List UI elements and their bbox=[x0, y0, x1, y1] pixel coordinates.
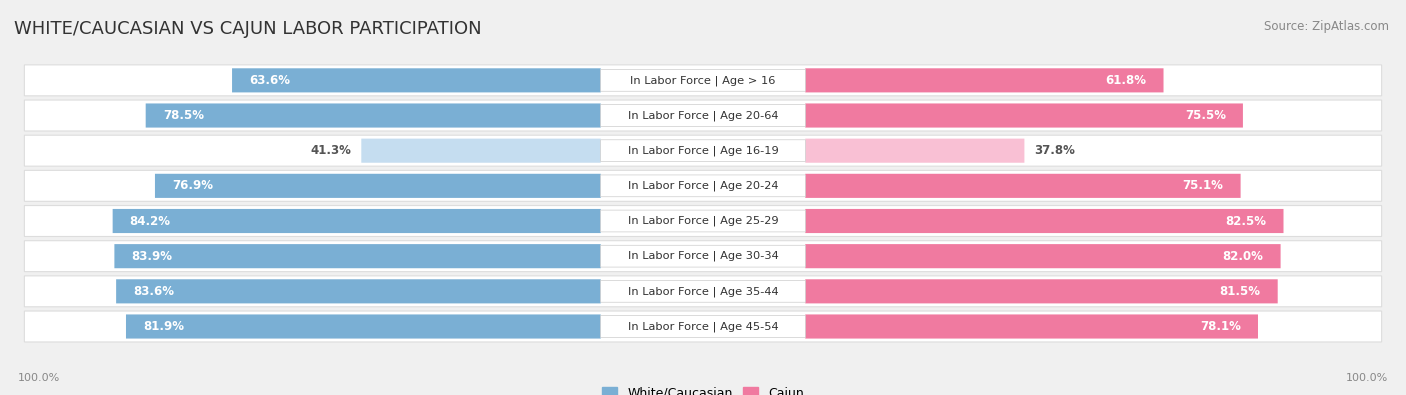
FancyBboxPatch shape bbox=[600, 105, 806, 126]
Text: 75.5%: 75.5% bbox=[1185, 109, 1226, 122]
Text: In Labor Force | Age 30-34: In Labor Force | Age 30-34 bbox=[627, 251, 779, 261]
Text: In Labor Force | Age > 16: In Labor Force | Age > 16 bbox=[630, 75, 776, 86]
FancyBboxPatch shape bbox=[24, 276, 1382, 307]
FancyBboxPatch shape bbox=[600, 70, 806, 91]
Text: 63.6%: 63.6% bbox=[249, 74, 290, 87]
FancyBboxPatch shape bbox=[806, 279, 1278, 303]
Text: Source: ZipAtlas.com: Source: ZipAtlas.com bbox=[1264, 20, 1389, 33]
FancyBboxPatch shape bbox=[24, 65, 1382, 96]
FancyBboxPatch shape bbox=[155, 174, 600, 198]
FancyBboxPatch shape bbox=[600, 245, 806, 267]
Text: In Labor Force | Age 20-24: In Labor Force | Age 20-24 bbox=[627, 181, 779, 191]
Text: 81.9%: 81.9% bbox=[143, 320, 184, 333]
Text: 81.5%: 81.5% bbox=[1219, 285, 1261, 298]
FancyBboxPatch shape bbox=[24, 135, 1382, 166]
Text: 75.1%: 75.1% bbox=[1182, 179, 1223, 192]
Text: In Labor Force | Age 16-19: In Labor Force | Age 16-19 bbox=[627, 145, 779, 156]
FancyBboxPatch shape bbox=[112, 209, 600, 233]
FancyBboxPatch shape bbox=[117, 279, 600, 303]
FancyBboxPatch shape bbox=[361, 139, 600, 163]
Text: 82.5%: 82.5% bbox=[1226, 214, 1267, 228]
FancyBboxPatch shape bbox=[600, 140, 806, 162]
FancyBboxPatch shape bbox=[806, 103, 1243, 128]
FancyBboxPatch shape bbox=[600, 316, 806, 337]
FancyBboxPatch shape bbox=[24, 241, 1382, 272]
Text: In Labor Force | Age 45-54: In Labor Force | Age 45-54 bbox=[627, 321, 779, 332]
FancyBboxPatch shape bbox=[600, 210, 806, 232]
Legend: White/Caucasian, Cajun: White/Caucasian, Cajun bbox=[598, 382, 808, 395]
Text: In Labor Force | Age 20-64: In Labor Force | Age 20-64 bbox=[627, 110, 779, 121]
Text: 78.5%: 78.5% bbox=[163, 109, 204, 122]
Text: WHITE/CAUCASIAN VS CAJUN LABOR PARTICIPATION: WHITE/CAUCASIAN VS CAJUN LABOR PARTICIPA… bbox=[14, 20, 482, 38]
Text: 82.0%: 82.0% bbox=[1223, 250, 1264, 263]
FancyBboxPatch shape bbox=[806, 244, 1281, 268]
FancyBboxPatch shape bbox=[146, 103, 600, 128]
Text: 83.9%: 83.9% bbox=[131, 250, 173, 263]
Text: 78.1%: 78.1% bbox=[1201, 320, 1241, 333]
FancyBboxPatch shape bbox=[24, 311, 1382, 342]
FancyBboxPatch shape bbox=[806, 314, 1258, 339]
Text: 61.8%: 61.8% bbox=[1105, 74, 1146, 87]
FancyBboxPatch shape bbox=[24, 100, 1382, 131]
Text: 76.9%: 76.9% bbox=[172, 179, 214, 192]
FancyBboxPatch shape bbox=[127, 314, 600, 339]
FancyBboxPatch shape bbox=[806, 209, 1284, 233]
Text: 41.3%: 41.3% bbox=[311, 144, 352, 157]
FancyBboxPatch shape bbox=[806, 139, 1025, 163]
Text: 100.0%: 100.0% bbox=[1346, 373, 1388, 383]
FancyBboxPatch shape bbox=[600, 280, 806, 302]
Text: 37.8%: 37.8% bbox=[1035, 144, 1076, 157]
Text: 83.6%: 83.6% bbox=[134, 285, 174, 298]
FancyBboxPatch shape bbox=[232, 68, 600, 92]
FancyBboxPatch shape bbox=[806, 174, 1240, 198]
Text: In Labor Force | Age 25-29: In Labor Force | Age 25-29 bbox=[627, 216, 779, 226]
Text: In Labor Force | Age 35-44: In Labor Force | Age 35-44 bbox=[627, 286, 779, 297]
FancyBboxPatch shape bbox=[600, 175, 806, 197]
FancyBboxPatch shape bbox=[24, 170, 1382, 201]
Text: 100.0%: 100.0% bbox=[18, 373, 60, 383]
FancyBboxPatch shape bbox=[24, 205, 1382, 237]
FancyBboxPatch shape bbox=[114, 244, 600, 268]
FancyBboxPatch shape bbox=[806, 68, 1164, 92]
Text: 84.2%: 84.2% bbox=[129, 214, 170, 228]
